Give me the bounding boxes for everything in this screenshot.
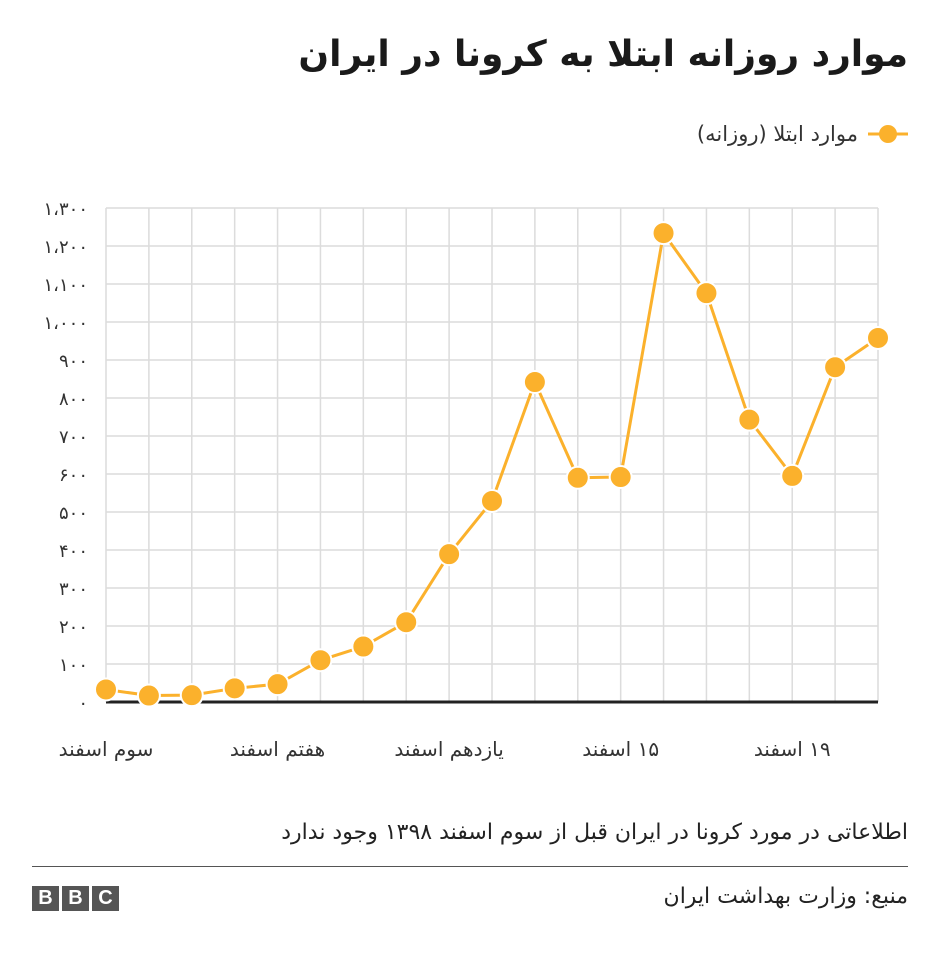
logo-letter: C (92, 886, 119, 911)
data-point (780, 463, 805, 488)
data-point (651, 221, 676, 246)
chart-title: موارد روزانه ابتلا به کرونا در ایران (298, 34, 908, 75)
footnote: اطلاعاتی در مورد کرونا در ایران قبل از س… (281, 820, 908, 845)
data-point (565, 465, 590, 490)
y-tick-label: ۰ (78, 693, 88, 714)
y-tick-label: ۲۰۰ (59, 617, 88, 638)
data-point (737, 407, 762, 432)
x-axis-ticks: سوم اسفند هفتم اسفند یازدهم اسفند ۱۵ اسفند ۱… (59, 737, 831, 761)
logo-letter: B (32, 886, 59, 911)
data-point (608, 465, 633, 490)
data-point (351, 634, 376, 659)
data-point (94, 677, 118, 702)
data-point (437, 542, 462, 567)
y-tick-label: ۱۰۰ (59, 655, 88, 676)
legend-label: موارد ابتلا (روزانه) (696, 122, 858, 146)
data-point (480, 488, 504, 513)
x-tick-label: هفتم اسفند (230, 737, 325, 761)
logo-letter: B (62, 886, 89, 911)
y-axis-ticks: ۰ ۱۰۰ ۲۰۰ ۳۰۰ ۴۰۰ ۵۰۰ ۶۰۰ ۷۰۰ ۸۰۰ ۹۰۰ ۱،۰۰۰ ۱،۱۰۰ ۱،… (44, 199, 88, 714)
y-tick-label: ۶۰۰ (59, 465, 88, 486)
x-tick-label: سوم اسفند (59, 737, 154, 761)
y-tick-label: ۹۰۰ (59, 351, 88, 372)
data-point (694, 281, 719, 306)
y-tick-label: ۴۰۰ (59, 541, 88, 562)
bbc-logo: B B C (32, 886, 119, 911)
y-tick-label: ۵۰۰ (59, 503, 88, 524)
source-text: منبع: وزارت بهداشت ایران (663, 884, 908, 909)
data-point (179, 683, 204, 708)
y-tick-label: ۱،۰۰۰ (44, 313, 88, 334)
y-tick-label: ۱،۳۰۰ (44, 199, 88, 220)
data-point (265, 672, 290, 697)
line-chart: ۰ ۱۰۰ ۲۰۰ ۳۰۰ ۴۰۰ ۵۰۰ ۶۰۰ ۷۰۰ ۸۰۰ ۹۰۰ ۱،۰۰۰ ۱،۱۰۰ ۱،… (44, 199, 890, 761)
data-point (308, 648, 333, 673)
data-point (522, 370, 547, 395)
data-point (866, 325, 890, 350)
y-tick-label: ۱،۱۰۰ (44, 275, 88, 296)
divider (32, 866, 908, 867)
series-points (94, 221, 890, 708)
x-tick-label: ۱۹ اسفند (754, 737, 831, 761)
legend: موارد ابتلا (روزانه) (697, 122, 908, 146)
y-tick-label: ۷۰۰ (59, 427, 88, 448)
data-point (222, 676, 247, 701)
data-point (136, 683, 161, 708)
data-point (823, 355, 848, 380)
data-point (394, 610, 419, 635)
y-tick-label: ۳۰۰ (59, 579, 88, 600)
y-tick-label: ۱،۲۰۰ (44, 237, 88, 258)
grid (105, 207, 879, 704)
x-tick-label: ۱۵ اسفند (582, 737, 659, 761)
y-tick-label: ۸۰۰ (59, 389, 88, 410)
legend-marker-icon (868, 125, 908, 143)
x-tick-label: یازدهم اسفند (394, 737, 503, 761)
